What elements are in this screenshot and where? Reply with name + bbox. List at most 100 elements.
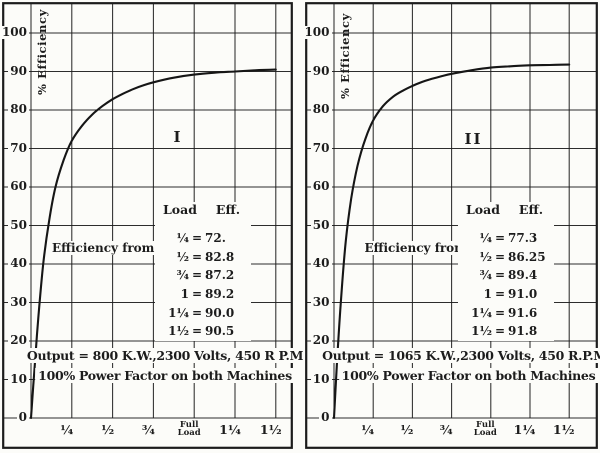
table-row: 1½ = 90.5 [155,322,251,341]
eff-cell: 89.4 [508,268,538,283]
x-tick-label: ½ [101,422,115,437]
load-cell: ¾ [479,268,492,283]
load-cell: 1¼ [168,305,189,320]
load-cell: 1 [483,287,492,302]
efficiency-curve [332,63,570,420]
load-cell: 1 [180,287,189,302]
load-cell: 1½ [168,324,189,339]
panel-title: I [170,128,186,146]
load-cell: ¼ [176,231,189,246]
y-tick-label: 40 [310,256,332,270]
table-row: ½ = 86.25 [458,248,554,267]
y-tick-label: 0 [16,410,29,424]
y-axis-title: % Efficiency [35,9,49,95]
equals-sign: = [191,268,203,283]
table-row: ½ = 82.8 [155,248,251,267]
footnote-power-factor: 100% Power Factor on both Machines [35,368,295,383]
eff-cell: 72. [205,231,226,246]
load-cell: ¼ [479,231,492,246]
y-tick-label: 70 [8,140,29,155]
x-tick-label-line: Full [476,420,495,430]
x-tick-label: 1½ [259,422,282,437]
footnote-power-factor: 100% Power Factor on both Machines [338,368,599,383]
chart-panel-2: % Efficiency 0 10 20 30 40 50 60 70 80 90 100 ¼ ½ ¾ Ful… [302,2,600,449]
equals-sign: = [191,305,203,320]
x-tick-label: ¼ [361,422,375,437]
eff-cell: 90.0 [205,305,235,320]
table-header-eff: Eff. [215,202,241,217]
x-tick-label: ¼ [60,422,74,437]
table-row: ¾ = 89.4 [458,266,554,285]
load-cell: ½ [479,249,492,264]
x-tick-label: ½ [400,422,414,437]
x-tick-label-full-load: Full Load [177,420,201,438]
equals-sign: = [191,249,203,264]
table-row: ¼ = 72. [155,229,251,248]
y-tick-label: 90 [310,63,332,78]
y-tick-label: 20 [8,333,29,347]
load-cell: 1½ [471,324,492,339]
equals-sign: = [494,268,506,283]
eff-cell: 91.0 [508,287,538,302]
table-row: ¼ = 77.3 [458,229,554,248]
y-tick-label: 50 [310,217,332,232]
load-eff-table: Load Eff. ¼ = 77.3 ½ = 86.25 ¾ = 89.4 1 = 91.0 1¼ = 91.6… [458,202,554,341]
table-header-load: Load [163,202,197,217]
table-rows: ¼ = 72. ½ = 82.8 ¾ = 87.2 1 = 89.2 1¼ = 90.0 1½ = 90.5 [155,229,251,341]
table-header-load: Load [466,202,500,217]
equals-sign: = [494,305,506,320]
chart-panel-1: % Efficiency 0 10 20 30 40 50 60 70 80 90 100 ¼ ½ ¾ Ful… [0,2,307,449]
y-tick-label: 60 [8,179,29,193]
x-tick-label-full-load: Full Load [474,420,497,438]
x-tick-label: 1¼ [513,422,536,437]
y-tick-label: 0 [319,410,332,424]
y-tick-label: 40 [8,256,29,270]
y-tick-label: 100 [0,25,29,39]
y-tick-label: 10 [310,371,332,386]
table-header-eff: Eff. [518,202,544,217]
table-row: 1½ = 91.8 [458,322,554,341]
load-cell: ½ [176,249,189,264]
y-tick-label: 30 [310,294,332,309]
equals-sign: = [494,287,506,302]
y-tick-label: 30 [8,294,29,309]
table-rows: ¼ = 77.3 ½ = 86.25 ¾ = 89.4 1 = 91.0 1¼ = 91.6 1½ = 91.8 [458,229,554,341]
footnote-output: Output = 800 K.W.,2300 Volts, 450 R P.M [23,348,307,363]
eff-cell: 87.2 [205,268,235,283]
y-tick-label: 80 [8,102,29,116]
y-tick-label: 60 [310,179,332,193]
table-row: 1 = 89.2 [155,285,251,304]
y-tick-label: 10 [8,371,29,386]
x-tick-label: 1½ [552,422,575,437]
equals-sign: = [494,249,506,264]
efficiency-curve [29,68,277,420]
table-row: ¾ = 87.2 [155,266,251,285]
x-tick-label-line: Load [177,428,201,438]
equals-sign: = [191,287,203,302]
eff-cell: 82.8 [205,249,235,264]
y-tick-label: 70 [310,140,332,155]
y-tick-label: 80 [310,102,332,116]
x-tick-label-line: Full [179,420,199,430]
y-axis-title: % Efficiency [337,13,352,99]
table-row: 1 = 91.0 [458,285,554,304]
x-tick-label: ¾ [439,422,453,437]
eff-cell: 77.3 [508,231,538,246]
eff-cell: 86.25 [508,249,546,264]
panel-title: II [461,130,486,148]
y-tick-label: 100 [302,25,332,39]
y-tick-label: 50 [8,217,29,232]
equals-sign: = [191,231,203,246]
x-tick-label: 1¼ [219,422,241,437]
eff-cell: 89.2 [205,287,235,302]
x-tick-label: ¾ [141,422,155,437]
equals-sign: = [494,231,506,246]
eff-cell: 91.6 [508,305,538,320]
eff-cell: 91.8 [508,324,538,339]
load-cell: 1¼ [471,305,492,320]
table-header: Load Eff. [458,202,554,217]
y-tick-label: 20 [310,333,332,347]
eff-cell: 90.5 [205,324,235,339]
annotation-efficiency-from-test: Efficiency from Test [49,241,189,255]
